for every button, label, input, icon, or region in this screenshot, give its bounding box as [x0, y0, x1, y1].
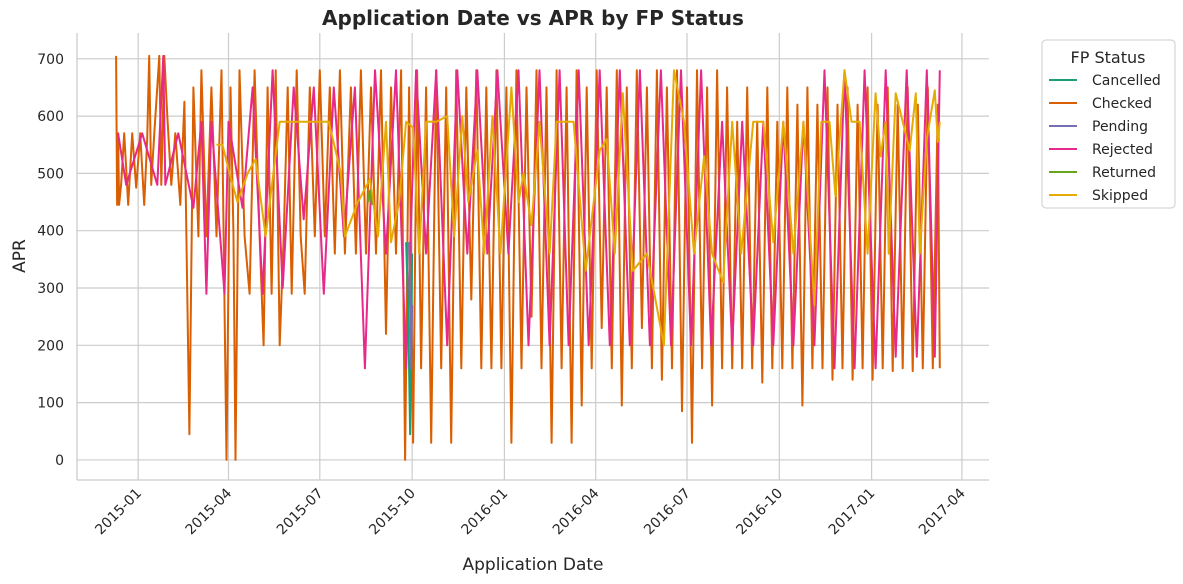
- x-tick-label: 2016-01: [459, 486, 512, 539]
- legend-items: Cancelled Checked Pending Rejected Returned S…: [1049, 73, 1161, 204]
- legend-label: Pending: [1092, 119, 1148, 135]
- x-tick-label: 2017-04: [916, 485, 969, 538]
- y-tick-label: 300: [37, 281, 64, 297]
- y-tick-label: 100: [37, 396, 64, 412]
- x-tick-label: 2017-01: [826, 486, 879, 539]
- x-axis-ticks: 2015-01 2015-04 2015-07 2015-10 2016-01 2016-…: [92, 485, 968, 538]
- x-tick-label: 2015-10: [366, 486, 419, 539]
- y-tick-label: 0: [55, 453, 64, 469]
- legend-label: Cancelled: [1092, 73, 1161, 89]
- series-lines: [115, 54, 941, 461]
- y-axis-label: APR: [10, 239, 30, 273]
- legend-item-returned: Returned: [1049, 165, 1156, 181]
- legend-item-pending: Pending: [1049, 119, 1148, 135]
- legend-item-skipped: Skipped: [1049, 188, 1148, 204]
- series-line-pending: [408, 242, 414, 370]
- legend: FP Status Cancelled Checked Pending Rejecte…: [1041, 39, 1176, 209]
- chart-title: Application Date vs APR by FP Status: [322, 6, 744, 30]
- series-line-skipped: [216, 69, 941, 347]
- y-tick-label: 200: [37, 338, 64, 354]
- x-tick-label: 2016-07: [641, 486, 694, 539]
- legend-label: Returned: [1092, 165, 1156, 181]
- x-tick-label: 2016-10: [733, 486, 786, 539]
- legend-label: Checked: [1092, 96, 1152, 112]
- legend-box: [1041, 39, 1176, 209]
- x-tick-label: 2015-04: [183, 485, 236, 538]
- legend-item-checked: Checked: [1049, 96, 1152, 112]
- y-tick-label: 600: [37, 109, 64, 125]
- x-tick-label: 2015-07: [274, 486, 327, 539]
- legend-item-cancelled: Cancelled: [1049, 73, 1161, 89]
- y-tick-label: 700: [37, 52, 64, 68]
- legend-label: Rejected: [1092, 142, 1153, 158]
- y-tick-label: 500: [37, 166, 64, 182]
- x-tick-label: 2015-01: [92, 486, 145, 539]
- legend-label: Skipped: [1092, 188, 1148, 204]
- y-axis-ticks: 0 100 200 300 400 500 600 700: [37, 52, 64, 469]
- y-tick-label: 400: [37, 224, 64, 240]
- axes-spines: [76, 33, 989, 481]
- series-line-returned: [367, 189, 373, 206]
- legend-item-rejected: Rejected: [1049, 142, 1153, 158]
- x-tick-label: 2016-04: [550, 485, 603, 538]
- x-axis-label: Application Date: [462, 555, 603, 575]
- legend-title: FP Status: [1071, 48, 1146, 67]
